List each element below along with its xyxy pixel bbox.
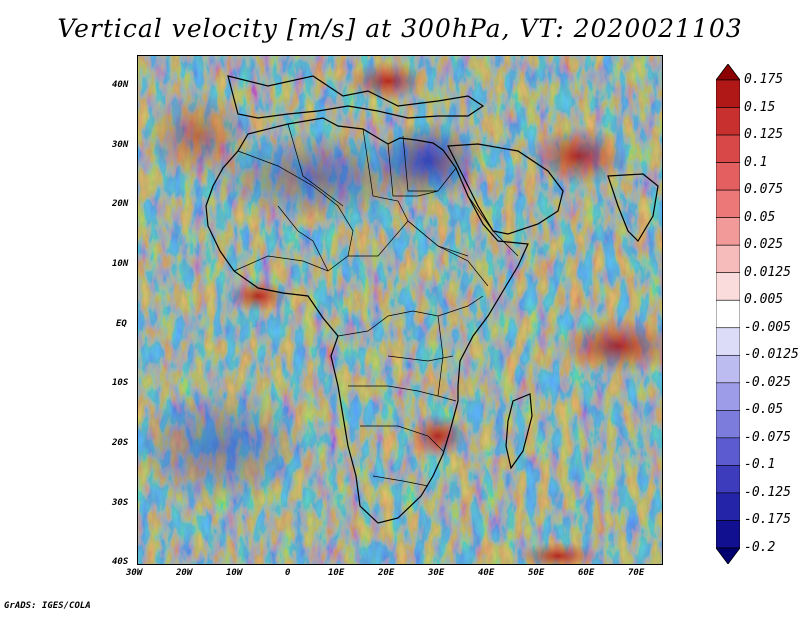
- ascent-gulf-of-guinea: [228, 280, 288, 312]
- country-borders: [233, 123, 519, 487]
- colorbar-bin: [716, 437, 740, 466]
- lon-label-30w: 30W: [126, 568, 143, 578]
- lon-label-0: 0: [285, 568, 291, 578]
- arabia-coastline: [447, 143, 564, 235]
- colorbar-tick-label: -0.0125: [744, 347, 799, 363]
- colorbar-bin: [716, 465, 740, 494]
- colorbar-bin: [716, 79, 740, 108]
- colorbar-tick-label: -0.05: [744, 402, 784, 418]
- india-coastline: [607, 173, 659, 242]
- colorbar-tick-label: -0.175: [744, 512, 791, 528]
- ascent-indian-ocean: [558, 318, 662, 374]
- lon-label-70e: 70E: [628, 568, 645, 578]
- colorbar-tick-label: 0.175: [744, 72, 784, 87]
- lon-label-30e: 30E: [428, 568, 445, 578]
- colorbar-bin: [716, 520, 740, 549]
- colorbar-tick-label: -0.025: [744, 374, 791, 390]
- madagascar-coastline: [505, 393, 533, 470]
- lat-label-30n: 30N: [112, 140, 129, 150]
- colorbar-tick-label: 0.125: [744, 127, 784, 143]
- colorbar-tick-label: -0.125: [744, 484, 791, 500]
- colorbar-bin: [716, 217, 740, 246]
- colorbar-tick-label: -0.005: [744, 319, 791, 335]
- colorbar-bin: [716, 189, 740, 218]
- lat-label-10s: 10S: [112, 378, 129, 388]
- colorbar-tick-label: 0.025: [744, 237, 784, 253]
- colorbar-tick-label: 0.0125: [744, 264, 791, 280]
- colorbar-bin: [716, 107, 740, 136]
- colorbar-bin: [716, 244, 740, 274]
- map-panel: [137, 55, 663, 565]
- ascent-iran: [528, 126, 628, 186]
- colorbar-min-triangle: [716, 547, 740, 564]
- colorbar-tick-label: 0.1: [744, 154, 768, 170]
- colorbar-bin: [716, 354, 740, 384]
- colorbar-bin: [716, 299, 740, 329]
- ascent-north-atlantic: [143, 91, 253, 181]
- europe-coastline: [227, 75, 485, 119]
- africa-coastline: [205, 117, 529, 524]
- colorbar-bin: [716, 327, 740, 356]
- lon-label-40e: 40E: [478, 568, 495, 578]
- ascent-mediterranean: [348, 61, 428, 101]
- colorbar-bin: [716, 272, 740, 301]
- colorbar-bin: [716, 134, 740, 163]
- colorbar-bin: [716, 162, 740, 191]
- lat-label-40s: 40S: [112, 557, 129, 567]
- colorbar: 0.175 0.15 0.125 0.1 0.075 0.05 0.025 0.0125 0.0…: [716, 64, 800, 564]
- coastlines: [205, 75, 659, 524]
- credit-text: GrADS: IGES/COLA: [4, 601, 91, 611]
- lon-label-20w: 20W: [176, 568, 193, 578]
- lon-label-60e: 60E: [578, 568, 595, 578]
- colorbar-tick-label: -0.075: [744, 429, 791, 445]
- lat-label-20n: 20N: [112, 199, 129, 209]
- lon-label-50e: 50E: [528, 568, 545, 578]
- colorbar-tick-label: -0.1: [744, 457, 776, 473]
- lat-label-eq: EQ: [116, 319, 127, 329]
- colorbar-tick-label: 0.005: [744, 292, 784, 308]
- plot-title: Vertical velocity [m/s] at 300hPa, VT: 2…: [57, 14, 743, 43]
- colorbar-tick-label: 0.15: [744, 99, 776, 115]
- ascent-mozambique: [408, 414, 468, 458]
- colorbar-bin: [716, 410, 740, 439]
- colorbar-max-triangle: [716, 64, 740, 81]
- subsidence-sahara: [208, 131, 428, 221]
- lon-label-20e: 20E: [378, 568, 395, 578]
- colorbar-bin: [716, 382, 740, 411]
- colorbar-tick-label: -0.2: [744, 540, 776, 555]
- subsidence-south-atlantic: [138, 386, 308, 506]
- lat-label-10n: 10N: [112, 259, 129, 269]
- velocity-field-map: [138, 56, 662, 564]
- lat-label-40n: 40N: [112, 80, 129, 90]
- colorbar-scale: [716, 64, 740, 564]
- lon-label-10w: 10W: [226, 568, 243, 578]
- lat-label-30s: 30S: [112, 498, 129, 508]
- lon-label-10e: 10E: [328, 568, 345, 578]
- colorbar-tick-label: 0.075: [744, 182, 784, 198]
- colorbar-tick-label: 0.05: [744, 209, 776, 225]
- ascent-southern-ocean: [518, 542, 598, 564]
- colorbar-bin: [716, 492, 740, 521]
- lat-label-20s: 20S: [112, 438, 129, 448]
